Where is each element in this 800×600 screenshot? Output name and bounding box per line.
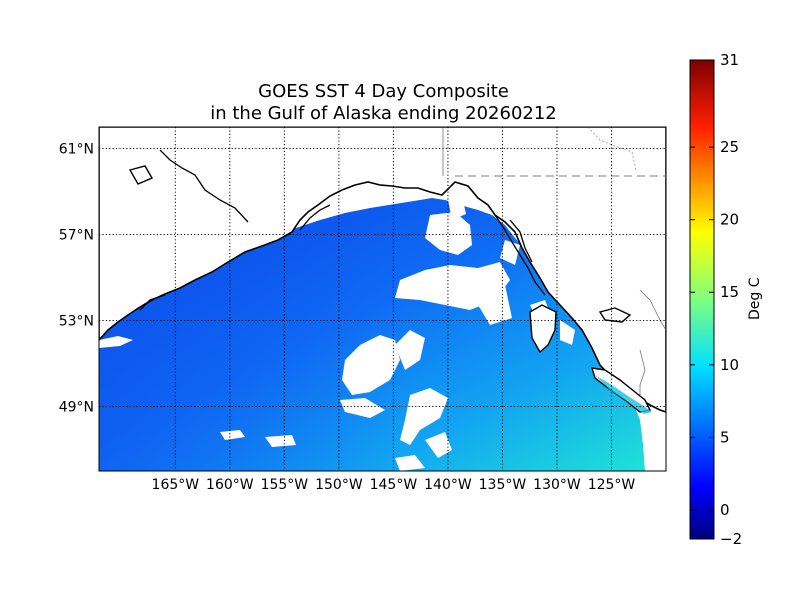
colorbar-tick-label: −2 [720,530,742,548]
colorbar-tick-label: 20 [720,211,739,229]
lat-tick-label: 49°N [59,400,94,416]
colorbar-tick-label: 5 [720,428,730,446]
lon-tick-label: 165°W [152,477,200,493]
lon-tick-label: 140°W [424,477,472,493]
colorbar-ticks: −2 0 5 10 15 20 25 31 [690,51,742,548]
colorbar-tick-label: 10 [720,356,739,374]
lon-tick-labels: 165°W 160°W 155°W 150°W 145°W 140°W 135°W 130°W… [152,477,636,493]
map-title-line-2: in the Gulf of Alaska ending 20260212 [210,103,557,124]
lat-tick-label: 57°N [59,228,94,244]
lat-tick-label: 53°N [59,314,94,330]
map-frame [98,126,667,472]
lat-tick-label: 61°N [59,142,94,158]
lon-tick-label: 150°W [315,477,363,493]
lon-tick-label: 155°W [261,477,309,493]
colorbar-tick-label: 25 [720,138,739,156]
coastline-detail [139,149,546,311]
colorbar-tick-label: 31 [720,51,739,69]
lon-tick-label: 145°W [370,477,418,493]
colorbar-tick-label: 15 [720,283,739,301]
lon-tick-label: 130°W [533,477,581,493]
colorbar-label: Deg C [747,277,763,320]
colorbar-tick-label: 0 [720,501,730,519]
lon-tick-label: 135°W [479,477,527,493]
land-alaska [99,127,666,413]
lon-tick-label: 125°W [588,477,636,493]
colorbar [689,59,715,540]
lat-tick-labels: 61°N 57°N 53°N 49°N [59,142,94,416]
map-title-line-1: GOES SST 4 Day Composite [258,81,509,102]
graticule [99,127,666,471]
lon-tick-label: 160°W [206,477,254,493]
